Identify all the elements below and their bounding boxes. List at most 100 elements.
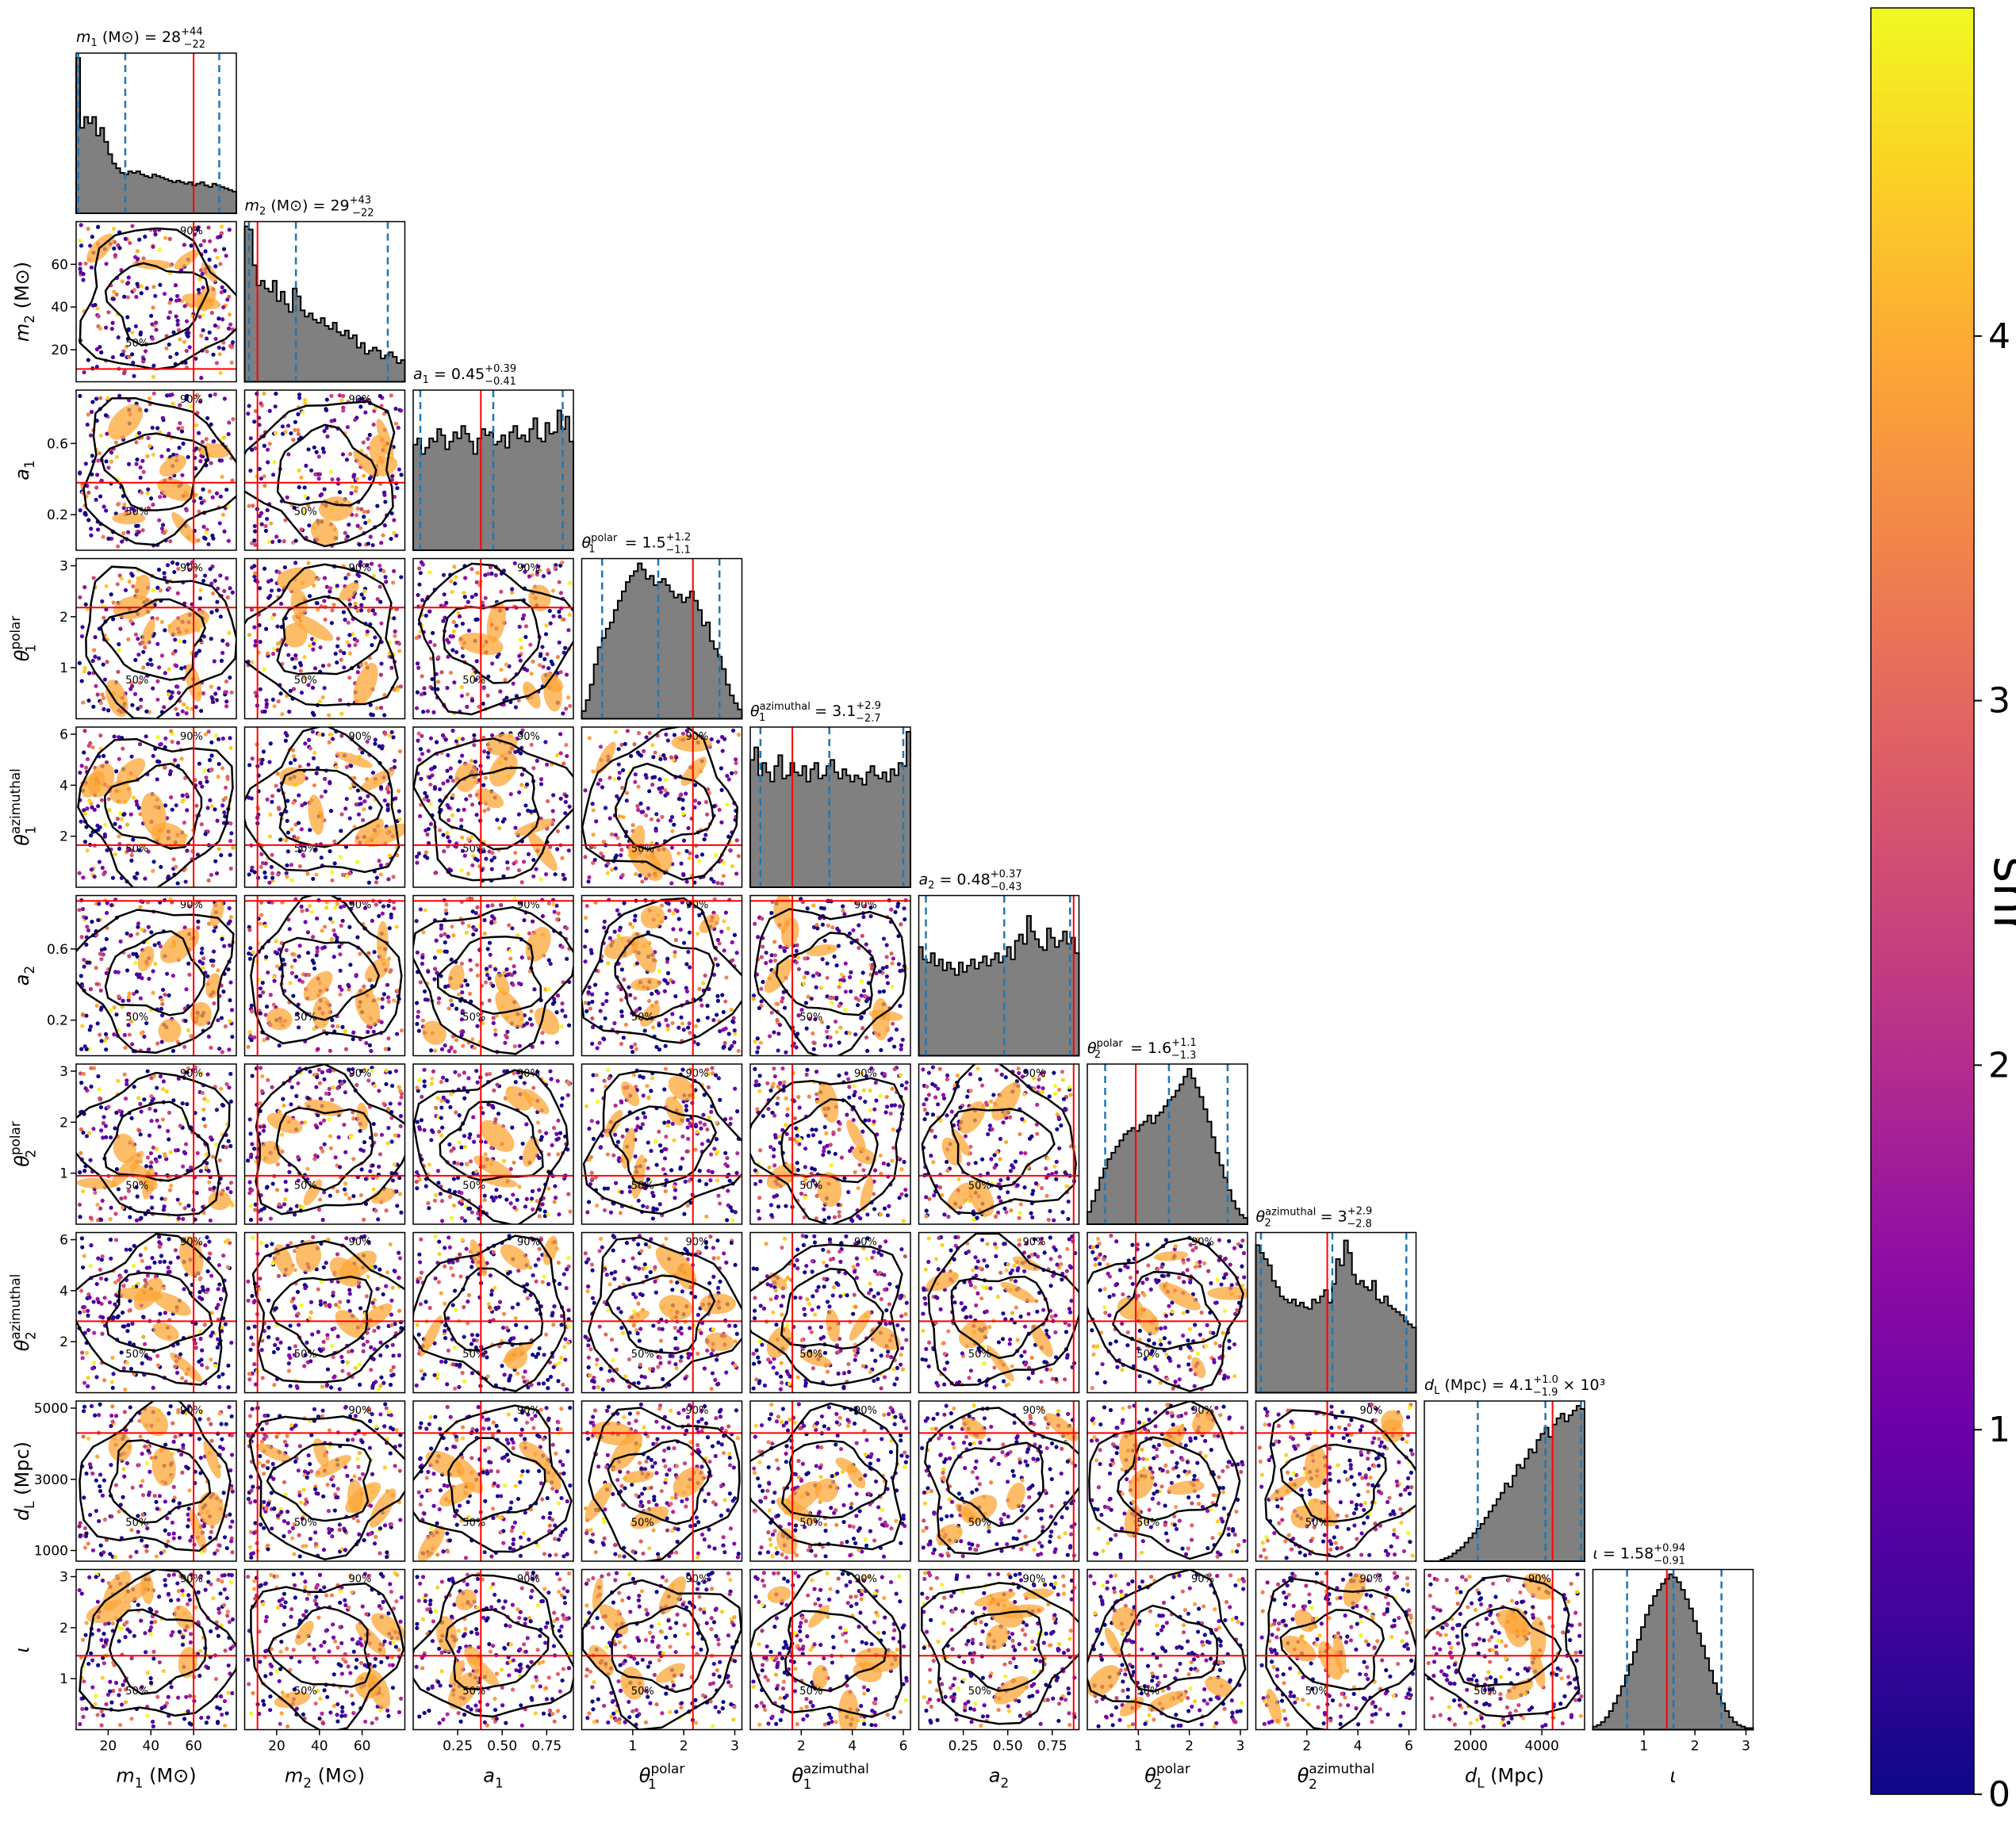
scatter-point [756, 935, 761, 940]
scatter-point [318, 645, 323, 650]
scatter-point [200, 784, 205, 789]
scatter-point [224, 699, 229, 704]
scatter-point [155, 697, 160, 702]
scatter-point [246, 412, 251, 416]
scatter-point [542, 657, 547, 661]
scatter-point [201, 239, 207, 243]
scatter-point [213, 336, 218, 341]
scatter-point [247, 404, 251, 408]
scatter-point [312, 1027, 316, 1032]
scatter-point [129, 352, 135, 357]
scatter-point [395, 486, 400, 491]
scatter-point [299, 904, 304, 909]
scatter-point [329, 621, 334, 626]
scatter-point [226, 967, 231, 972]
contour-90 [581, 727, 738, 881]
scatter-point [368, 534, 373, 539]
scatter-point [150, 425, 155, 431]
scatter-point [446, 1099, 450, 1104]
scatter-point [181, 441, 186, 446]
scatter-point [550, 1143, 554, 1147]
high-snr-cluster [355, 987, 381, 1027]
scatter-point [482, 1193, 487, 1198]
scatter-point [848, 974, 853, 980]
scatter-point [865, 1048, 870, 1053]
scatter-point [208, 239, 213, 243]
scatter-point [197, 761, 202, 766]
scatter-point [355, 477, 359, 481]
scatter-point [330, 920, 335, 924]
scatter-point [397, 641, 401, 646]
scatter-point [131, 584, 136, 589]
scatter-point [416, 1014, 420, 1020]
scatter-point [219, 1016, 224, 1020]
high-snr-cluster [290, 589, 308, 618]
scatter-point [277, 947, 282, 952]
scatter-point [208, 567, 213, 572]
scatter-point [881, 936, 887, 941]
scatter-point [316, 607, 320, 612]
scatter-point [370, 770, 376, 775]
high-snr-cluster [279, 767, 306, 787]
scatter-point [347, 602, 352, 607]
scatter-point [287, 710, 292, 714]
scatter-point [822, 1043, 827, 1048]
scatter-point [96, 804, 101, 809]
scatter-point [492, 1088, 496, 1093]
scatter-point [347, 924, 352, 929]
scatter-point [448, 775, 453, 779]
scatter-point [168, 897, 173, 902]
scatter-point [270, 473, 276, 477]
scatter-point [85, 422, 90, 427]
scatter-point [175, 322, 180, 327]
scatter-point [82, 840, 88, 844]
scatter-point [827, 995, 833, 1001]
panel-frame [75, 557, 237, 720]
scatter-point [430, 676, 435, 682]
high-snr-cluster [110, 1150, 144, 1188]
scatter-point [182, 798, 186, 802]
scatter-point [516, 867, 522, 873]
scatter-point [486, 806, 491, 812]
scatter-point [896, 902, 901, 906]
scatter-point [474, 963, 480, 967]
scatter-point [134, 1185, 139, 1190]
scatter-point [246, 1158, 251, 1163]
scatter-point [138, 905, 143, 909]
scatter-point [892, 1044, 897, 1049]
contour-90 [82, 396, 236, 546]
scatter-point [298, 668, 303, 673]
scatter-point [399, 575, 404, 580]
high-snr-cluster [292, 614, 333, 641]
scatter-point [291, 687, 297, 691]
scatter-point [723, 999, 728, 1004]
scatter-point [538, 1208, 542, 1212]
scatter-point [454, 1006, 459, 1011]
scatter-point [124, 344, 129, 350]
scatter-point [178, 403, 182, 408]
scatter-point [289, 878, 294, 882]
scatter-points: 90%50% [244, 727, 405, 885]
scatter-point [316, 1208, 322, 1212]
scatter-point [340, 918, 345, 923]
scatter-point [460, 622, 466, 626]
scatter-point [422, 1067, 427, 1072]
scatter-point [251, 503, 255, 508]
scatter-point [335, 644, 340, 649]
scatter-point [351, 1193, 356, 1199]
scatter-point [475, 570, 480, 576]
scatter-point [290, 951, 295, 956]
scatter-point [162, 530, 167, 535]
scatter-point [98, 494, 103, 499]
scatter-point [80, 906, 86, 912]
scatter-point [508, 1201, 513, 1206]
scatter-point [288, 688, 293, 693]
scatter-point [624, 791, 630, 795]
contour-label-90: 90% [180, 731, 203, 743]
scatter-point [540, 1040, 545, 1045]
scatter-point [368, 806, 373, 810]
scatter-point [207, 1180, 212, 1185]
scatter-point [215, 255, 220, 260]
scatter-point [370, 561, 374, 566]
scatter-point [566, 628, 571, 633]
